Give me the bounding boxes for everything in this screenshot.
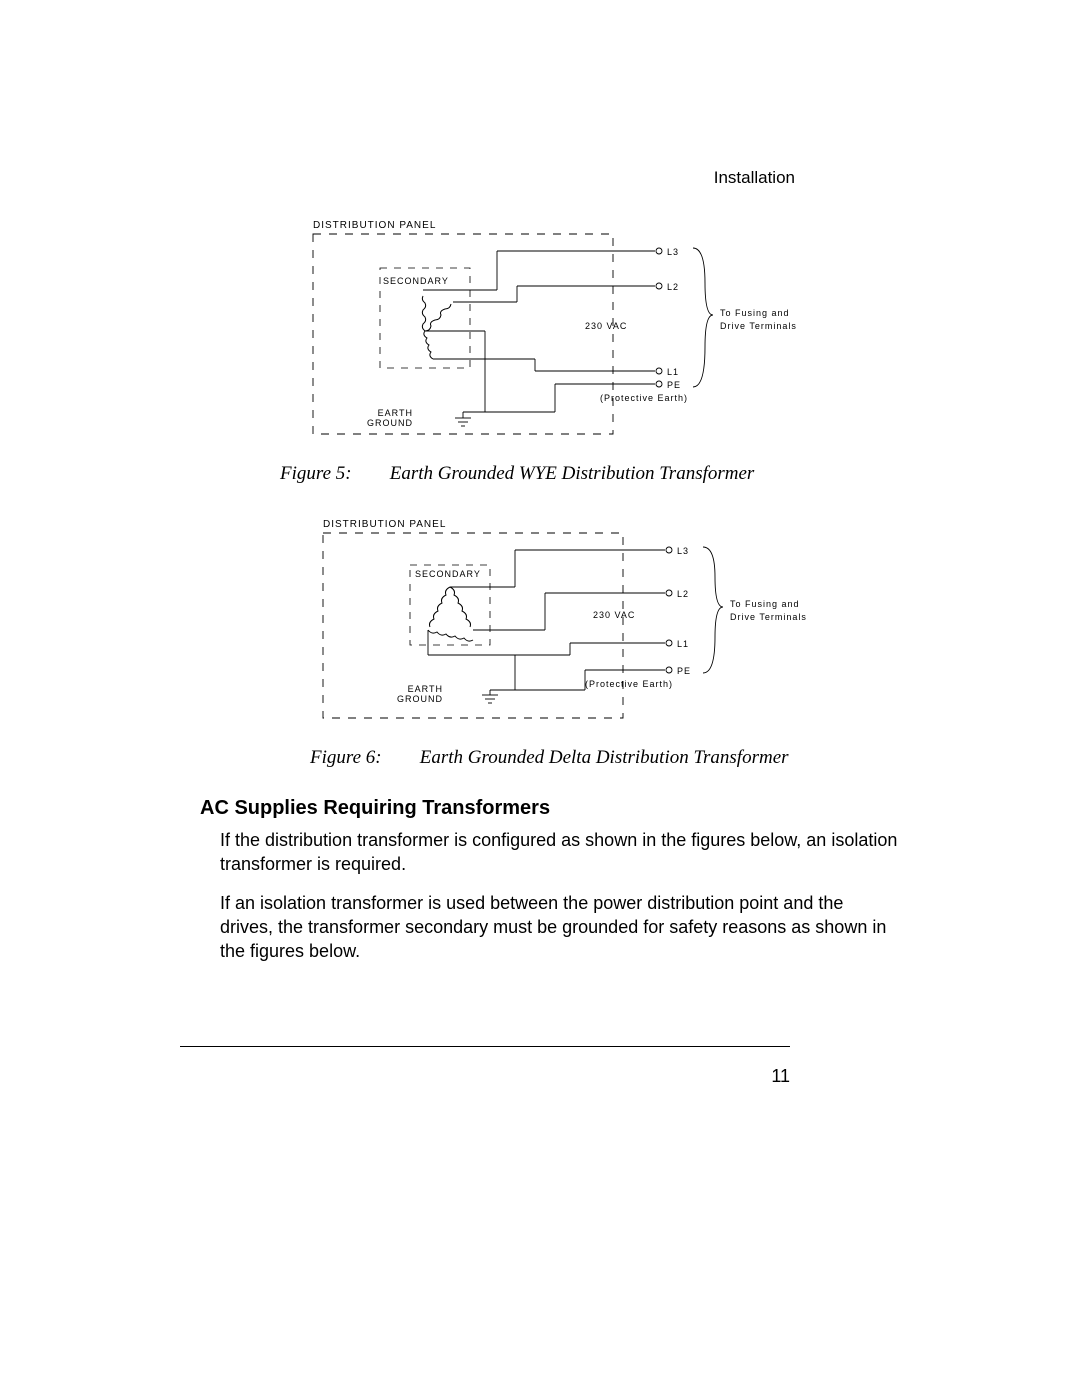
- paragraph-1: If the distribution transformer is confi…: [220, 828, 900, 877]
- l3-label: L3: [667, 247, 679, 257]
- panel-label-2: DISTRIBUTION PANEL: [323, 519, 446, 530]
- fig5-num: Figure 5:: [280, 463, 385, 485]
- to-fusing-label-4: Drive Terminals: [730, 612, 807, 622]
- to-fusing-label-2: Drive Terminals: [720, 321, 797, 331]
- secondary-label-2: SECONDARY: [415, 569, 481, 579]
- earth-label-bot: GROUND: [367, 418, 413, 428]
- l2-label-2: L2: [677, 589, 689, 599]
- secondary-label: SECONDARY: [383, 276, 449, 286]
- page-number: 11: [771, 1066, 790, 1087]
- voltage-label-2: 230 VAC: [593, 610, 635, 620]
- l3-label-2: L3: [677, 546, 689, 556]
- wye-diagram: DISTRIBUTION PANEL SECONDARY: [305, 216, 865, 441]
- section-heading: AC Supplies Requiring Transformers: [200, 797, 910, 820]
- to-fusing-label-3: To Fusing and: [730, 599, 800, 609]
- pe-label-2: PE: [677, 666, 691, 676]
- figure-6-caption: Figure 6: Earth Grounded Delta Distribut…: [310, 747, 910, 769]
- pe-label: PE: [667, 380, 681, 390]
- l2-label: L2: [667, 282, 679, 292]
- voltage-label: 230 VAC: [585, 321, 627, 331]
- paragraph-2: If an isolation transformer is used betw…: [220, 891, 900, 964]
- section-header: Installation: [714, 168, 795, 188]
- protective-earth-label: (Protective Earth): [600, 393, 688, 403]
- to-fusing-label-1: To Fusing and: [720, 308, 790, 318]
- figure-6: DISTRIBUTION PANEL SECONDARY: [280, 515, 910, 769]
- earth-label-top-2: EARTH: [408, 684, 443, 694]
- protective-earth-label-2: (Protective Earth): [585, 679, 673, 689]
- fig5-text: Earth Grounded WYE Distribution Transfor…: [390, 463, 755, 484]
- figure-5: DISTRIBUTION PANEL SECONDARY: [260, 216, 910, 485]
- fig6-text: Earth Grounded Delta Distribution Transf…: [420, 747, 789, 768]
- figure-5-caption: Figure 5: Earth Grounded WYE Distributio…: [280, 463, 910, 485]
- earth-label-bot-2: GROUND: [397, 694, 443, 704]
- l1-label-2: L1: [677, 639, 689, 649]
- earth-label-top: EARTH: [378, 408, 413, 418]
- panel-label: DISTRIBUTION PANEL: [313, 220, 436, 231]
- fig6-num: Figure 6:: [310, 747, 415, 769]
- footer-rule: [180, 1046, 790, 1047]
- delta-diagram: DISTRIBUTION PANEL SECONDARY: [315, 515, 875, 725]
- l1-label: L1: [667, 367, 679, 377]
